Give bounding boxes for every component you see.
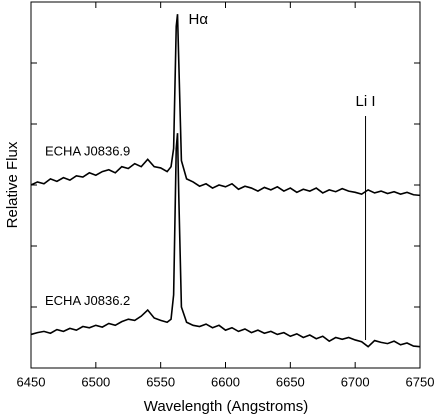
x-tick-label: 6600: [211, 374, 240, 389]
x-tick-label: 6650: [276, 374, 305, 389]
series-label: ECHA J0836.9: [45, 143, 130, 158]
x-axis-label: Wavelength (Angstroms): [144, 398, 309, 415]
y-axis-label: Relative Flux: [4, 141, 21, 228]
x-tick-label: 6500: [81, 374, 110, 389]
plot-frame: [30, 1, 421, 369]
spectrum-line: [30, 14, 421, 197]
x-tick-label: 6700: [341, 374, 370, 389]
x-tick-label: 6750: [406, 374, 435, 389]
annotation: Hα: [189, 11, 209, 28]
x-tick-label: 6550: [146, 374, 175, 389]
annotation: Li I: [356, 93, 376, 110]
spectrum-line: [30, 133, 421, 348]
series-label: ECHA J0836.2: [45, 293, 130, 308]
x-tick-label: 6450: [17, 374, 46, 389]
